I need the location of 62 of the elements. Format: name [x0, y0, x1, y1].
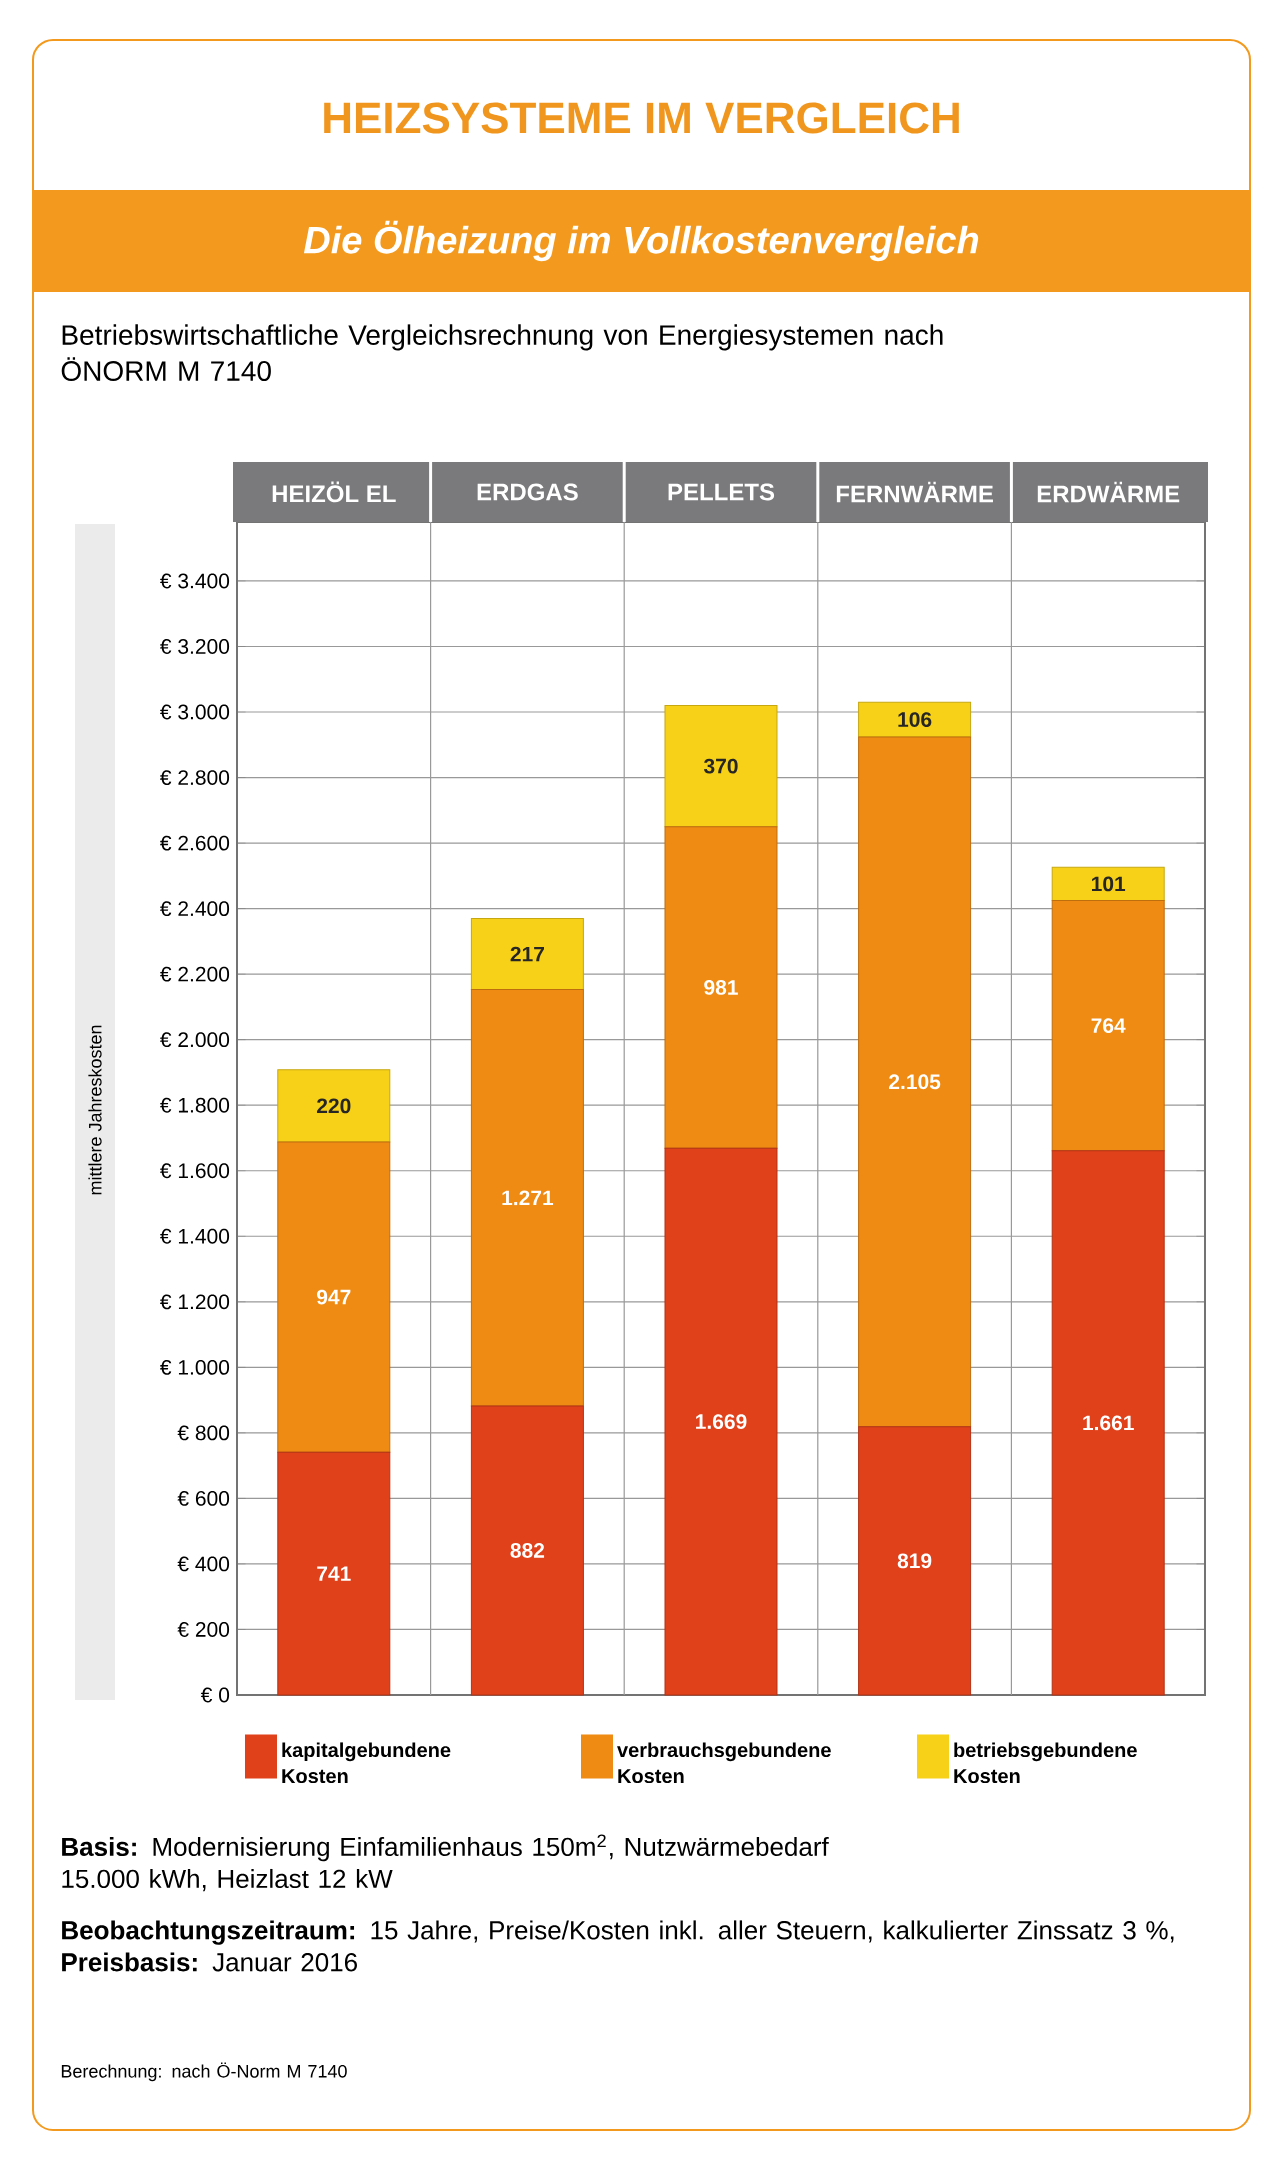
bar	[664, 1147, 778, 1696]
text: Berechnung: nach Ö-Norm M 7140	[61, 2062, 347, 2082]
legend-label: kapitalgebundene Kosten	[282, 1742, 451, 1784]
text: Beobachtungszeitraum: 15 Jahre, Preise/Kosten inkl. aller Steuern, kalkulierter Zinssatz 3 %, Preisbasis: Januar 2016	[62, 1920, 1174, 1972]
x-tick-label: ERDWÄRME	[1037, 481, 1180, 503]
x-tick-label: PELLETS	[668, 483, 775, 501]
y-tick-label: € 600	[177, 1490, 230, 1506]
y-tick-label: € 2.000	[160, 1032, 230, 1048]
y-tick-label: € 1.600	[160, 1163, 230, 1179]
x-tick-label: HEIZÖL EL	[272, 481, 396, 503]
bar	[470, 1405, 584, 1696]
y-tick-label: € 1.200	[160, 1294, 230, 1310]
y-tick-label: € 3.200	[160, 639, 230, 654]
data-label: 819	[897, 1553, 932, 1569]
data-label: 1.669	[696, 1414, 747, 1430]
text: Basis: Modernisierung Einfamilienhaus 150m$^{2}$, Nutzwärmebedarf 15.000 kWh, Heizlast 12 kW	[62, 1834, 829, 1892]
y-tick-label: € 800	[177, 1425, 230, 1441]
data-label: 101	[1092, 876, 1126, 892]
bar	[1051, 1150, 1165, 1696]
bar	[470, 917, 584, 991]
x-tick-label: FERNWÄRME	[836, 481, 993, 503]
data-label: 220	[317, 1098, 351, 1114]
bar	[664, 704, 778, 828]
bar	[277, 1141, 391, 1453]
y-tick-label: € 1.800	[160, 1097, 230, 1113]
data-label: 981	[704, 979, 738, 995]
bar	[858, 1426, 972, 1696]
y-axis-title: mittlere Jahreskosten	[88, 1025, 102, 1195]
bar	[277, 1451, 391, 1696]
bar	[1051, 899, 1165, 1152]
data-label: 1.271	[502, 1190, 554, 1206]
chart-title: HEIZSYSTEME IM VERGLEICH	[324, 102, 959, 134]
data-label: 217	[510, 946, 544, 962]
data-label: 1.661	[1083, 1415, 1134, 1431]
bar	[1051, 866, 1165, 901]
bar	[470, 989, 584, 1407]
text: Betriebswirtschaftliche Vergleichsrechnung von Energiesystemen nach ÖNORM M 7140	[61, 324, 943, 381]
bar	[664, 826, 778, 1149]
y-tick-label: € 2.200	[160, 966, 230, 982]
y-tick-label: € 200	[177, 1622, 230, 1637]
chart-subtitle: Die Ölheizung im Vollkostenvergleich	[303, 220, 979, 262]
legend-label: betriebsgebundene Kosten	[954, 1742, 1137, 1784]
x-tick-label: ERDGAS	[477, 483, 578, 501]
data-label: 947	[317, 1289, 351, 1305]
y-tick-label: € 1.000	[160, 1359, 230, 1375]
y-tick-label: € 0	[200, 1687, 230, 1703]
y-tick-label: € 400	[177, 1556, 230, 1572]
y-tick-label: € 3.000	[160, 704, 230, 720]
bar	[858, 736, 972, 1428]
data-label: 106	[898, 712, 932, 727]
y-tick-label: € 3.400	[160, 573, 230, 589]
y-tick-label: € 1.400	[160, 1228, 230, 1244]
bar	[277, 1069, 391, 1143]
y-tick-label: € 2.800	[160, 770, 230, 785]
data-label: 2.105	[889, 1074, 941, 1090]
y-tick-label: € 2.600	[160, 835, 230, 851]
y-tick-label: € 2.400	[160, 901, 230, 917]
data-label: 741	[317, 1566, 351, 1581]
data-label: 882	[510, 1543, 545, 1558]
data-label: 370	[703, 758, 738, 774]
data-label: 764	[1091, 1018, 1126, 1034]
legend-label: verbrauchsgebundene Kosten	[617, 1742, 831, 1784]
